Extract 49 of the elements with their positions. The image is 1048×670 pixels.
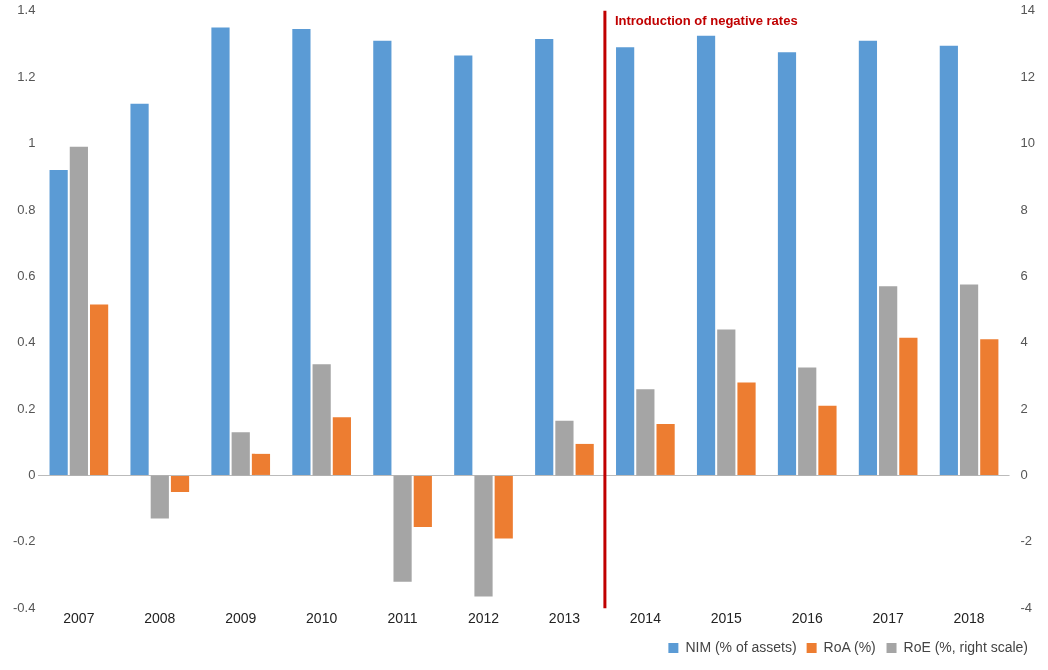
y2-tick-label: 4 xyxy=(1020,334,1028,350)
legend-label: NIM (% of assets) xyxy=(685,638,797,655)
y-tick-label: 1.4 xyxy=(17,2,36,18)
y2-tick-label: 2 xyxy=(1020,400,1028,416)
bar xyxy=(535,39,554,475)
x-tick-label: 2014 xyxy=(629,610,662,627)
y-tick-label: -0.4 xyxy=(12,599,36,615)
y2-tick-label: 10 xyxy=(1020,135,1036,151)
y2-tick-label: 12 xyxy=(1020,68,1036,84)
y-tick-label: 0 xyxy=(28,467,36,483)
y-tick-label: 1.2 xyxy=(17,68,36,84)
bar xyxy=(616,47,635,475)
y2-tick-label: 0 xyxy=(1020,467,1028,483)
ref-line-label: Introduction of negative rates xyxy=(614,12,798,28)
x-tick-label: 2009 xyxy=(225,610,257,627)
x-tick-label: 2011 xyxy=(387,610,418,627)
x-tick-label: 2016 xyxy=(791,610,823,627)
y2-tick-label: -4 xyxy=(1020,599,1033,615)
bar xyxy=(150,475,169,519)
x-tick-label: 2012 xyxy=(467,610,500,627)
bar xyxy=(777,52,797,475)
y-tick-label: 0.8 xyxy=(17,201,36,217)
y2-tick-label: 14 xyxy=(1020,2,1036,18)
x-tick-label: 2015 xyxy=(710,610,743,627)
y-tick-label: 0.4 xyxy=(17,334,36,350)
bar xyxy=(454,55,473,475)
bar xyxy=(393,475,412,582)
y-tick-label: 0.2 xyxy=(17,400,36,416)
bar xyxy=(292,29,311,475)
x-tick-label: 2018 xyxy=(953,610,985,627)
y-tick-label: -0.2 xyxy=(12,533,36,549)
legend-label: RoE (%, right scale) xyxy=(903,638,1028,655)
legend-label: RoA (%) xyxy=(823,638,876,655)
x-tick-label: 2010 xyxy=(306,610,338,627)
bar xyxy=(858,40,878,475)
y2-tick-label: -2 xyxy=(1020,533,1033,549)
y-tick-label: 0.6 xyxy=(17,267,36,283)
x-tick-label: 2017 xyxy=(872,610,904,627)
x-tick-label: 2013 xyxy=(548,610,581,627)
x-tick-label: 2008 xyxy=(144,610,176,627)
bar xyxy=(939,45,958,475)
y2-tick-label: 8 xyxy=(1020,201,1028,217)
y2-tick-label: 6 xyxy=(1020,267,1028,283)
bar xyxy=(130,103,149,475)
bar xyxy=(696,35,716,475)
y-tick-label: 1 xyxy=(28,135,36,151)
bar xyxy=(373,40,392,475)
x-tick-label: 2007 xyxy=(63,610,95,627)
bar xyxy=(211,27,230,475)
